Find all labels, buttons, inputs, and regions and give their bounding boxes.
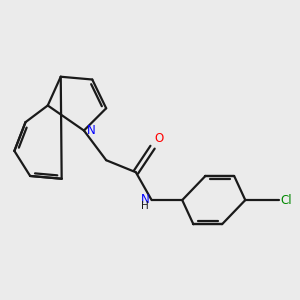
Text: N: N xyxy=(141,193,150,206)
Text: Cl: Cl xyxy=(280,194,292,207)
Text: N: N xyxy=(87,124,95,137)
Text: H: H xyxy=(141,201,149,211)
Text: O: O xyxy=(154,132,164,146)
